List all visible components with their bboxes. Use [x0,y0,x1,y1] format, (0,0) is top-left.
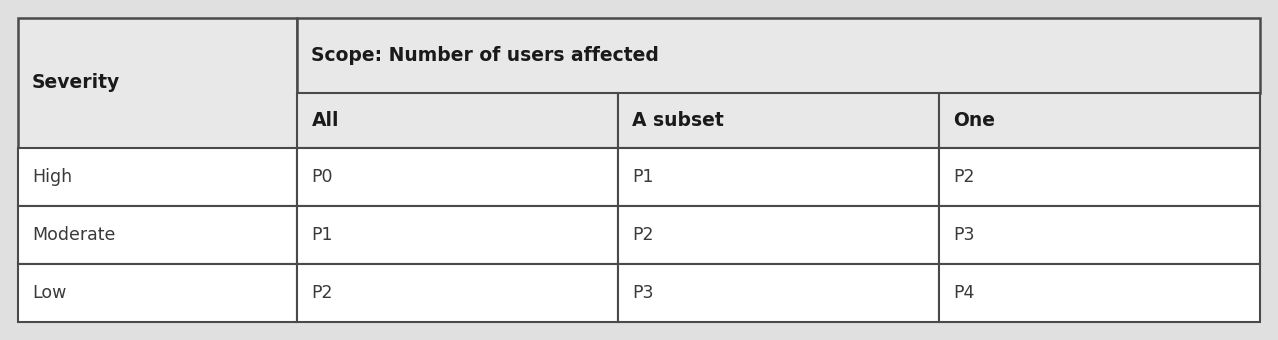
Bar [298,206,619,264]
Bar [619,206,939,264]
Bar [18,264,298,322]
Text: Scope: Number of users affected: Scope: Number of users affected [312,46,659,65]
Bar [619,93,939,148]
Text: P3: P3 [953,226,975,244]
Text: P2: P2 [633,226,654,244]
Text: P2: P2 [953,168,975,186]
Bar [619,264,939,322]
Bar [298,18,1260,93]
Bar [298,148,619,206]
Text: All: All [312,111,339,130]
Bar [939,206,1260,264]
Text: High: High [32,168,72,186]
Bar [18,206,298,264]
Text: P0: P0 [312,168,334,186]
Bar [18,18,298,148]
Text: Low: Low [32,284,66,302]
Bar [939,93,1260,148]
Text: P1: P1 [633,168,654,186]
Bar [298,93,619,148]
Text: Severity: Severity [32,73,120,92]
Text: P4: P4 [953,284,975,302]
Bar [18,148,298,206]
Bar [619,148,939,206]
Text: P2: P2 [312,284,334,302]
Text: Moderate: Moderate [32,226,115,244]
Text: A subset: A subset [633,111,725,130]
Bar [939,148,1260,206]
Text: P3: P3 [633,284,654,302]
Bar [939,264,1260,322]
Text: One: One [953,111,996,130]
Bar [298,264,619,322]
Text: P1: P1 [312,226,334,244]
